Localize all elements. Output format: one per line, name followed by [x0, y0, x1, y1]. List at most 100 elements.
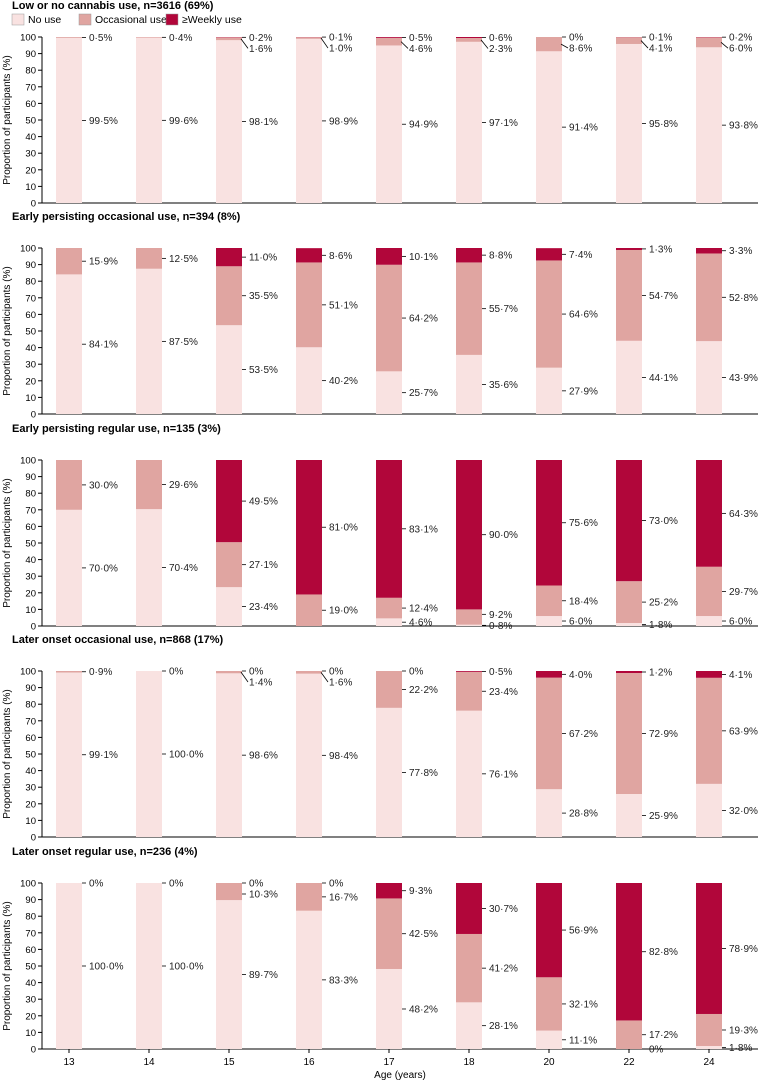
- data-label: 4·6%: [409, 618, 432, 629]
- bar-occasional: [456, 262, 482, 355]
- y-tick-label: 90: [25, 895, 36, 906]
- data-label: 90·0%: [489, 530, 518, 541]
- bar-no-use: [376, 707, 402, 837]
- bar-no-use: [456, 1002, 482, 1049]
- bar-occasional: [376, 264, 402, 372]
- bar-occasional: [216, 671, 242, 674]
- bar-weekly: [216, 460, 242, 543]
- y-tick-label: 30: [25, 783, 36, 794]
- data-label: 89·7%: [249, 970, 278, 981]
- data-label: 1·8%: [649, 620, 672, 631]
- bar-weekly: [376, 37, 402, 38]
- data-label: 52·8%: [729, 293, 758, 304]
- bar-no-use: [296, 347, 322, 414]
- y-tick-label: 80: [25, 277, 36, 288]
- data-label: 98·6%: [249, 751, 278, 762]
- bar-occasional: [616, 672, 642, 795]
- y-tick-label: 90: [25, 683, 36, 694]
- data-label: 75·6%: [569, 518, 598, 529]
- bar-no-use: [296, 673, 322, 837]
- panel-title: Low or no cannabis use, n=3616 (69%): [12, 0, 214, 12]
- data-label: 35·5%: [249, 291, 278, 302]
- y-tick-label: 70: [25, 82, 36, 93]
- y-tick-label: 30: [25, 995, 36, 1006]
- y-tick-label: 60: [25, 945, 36, 956]
- bar-no-use: [216, 673, 242, 837]
- legend: No use Occasional use ≥Weekly use: [11, 13, 242, 26]
- data-label: 78·9%: [729, 944, 758, 955]
- data-label: 0·2%: [729, 33, 752, 44]
- bar-weekly: [616, 883, 642, 1021]
- bar-no-use: [216, 325, 242, 414]
- data-label: 43·9%: [729, 373, 758, 384]
- legend-label-1: Occasional use: [95, 14, 167, 26]
- y-axis-label: Proportion of participants (%): [2, 478, 13, 608]
- bar-no-use: [216, 587, 242, 626]
- data-label: 99·5%: [89, 116, 118, 127]
- y-axis-label: Proportion of participants (%): [2, 901, 13, 1031]
- legend-swatch-0: [11, 13, 25, 26]
- data-label: 70·4%: [169, 563, 198, 574]
- data-label: 41·2%: [489, 964, 518, 975]
- bar-occasional: [216, 542, 242, 588]
- label-leader: [320, 37, 329, 49]
- data-label: 25·7%: [409, 388, 438, 399]
- y-tick-label: 40: [25, 555, 36, 566]
- bar-weekly: [696, 460, 722, 567]
- data-label: 1·4%: [249, 678, 272, 689]
- data-label: 44·1%: [649, 373, 678, 384]
- x-tick-label: 13: [63, 1057, 75, 1068]
- bar-occasional: [536, 260, 562, 368]
- x-axis-label: Age (years): [374, 1070, 426, 1081]
- data-label: 0%: [329, 667, 344, 678]
- data-label: 4·6%: [409, 44, 432, 55]
- bar-no-use: [136, 268, 162, 414]
- bar-no-use: [456, 41, 482, 204]
- bar-no-use: [536, 51, 562, 203]
- bar-weekly: [456, 248, 482, 263]
- data-label: 0·6%: [489, 33, 512, 44]
- data-label: 1·6%: [329, 678, 352, 689]
- bar-no-use: [536, 616, 562, 626]
- data-label: 0·1%: [649, 33, 672, 44]
- x-tick-label: 24: [703, 1057, 715, 1068]
- data-label: 87·5%: [169, 337, 198, 348]
- data-label: 0%: [329, 879, 344, 890]
- data-label: 42·5%: [409, 929, 438, 940]
- data-label: 6·0%: [569, 617, 592, 628]
- data-label: 0%: [649, 1045, 664, 1056]
- data-label: 4·1%: [729, 670, 752, 681]
- data-label: 35·6%: [489, 380, 518, 391]
- data-label: 19·3%: [729, 1025, 758, 1036]
- bar-no-use: [696, 341, 722, 414]
- data-label: 51·1%: [329, 300, 358, 311]
- x-axis: 13 14 15 16 17 18 20 22 24 Age (years): [63, 1049, 715, 1081]
- data-label: 3·3%: [729, 246, 752, 257]
- y-tick-label: 80: [25, 700, 36, 711]
- y-tick-label: 10: [25, 393, 36, 404]
- bar-occasional: [616, 1020, 642, 1049]
- y-tick-label: 10: [25, 182, 36, 193]
- legend-label-2: ≥Weekly use: [182, 14, 242, 26]
- y-tick-label: 60: [25, 522, 36, 533]
- bar-weekly: [456, 671, 482, 672]
- data-label: 64·6%: [569, 310, 598, 321]
- y-tick-label: 90: [25, 260, 36, 271]
- bar-no-use: [696, 783, 722, 837]
- bar-no-use: [56, 672, 82, 837]
- panel-1: Early persisting occasional use, n=394 (…: [2, 211, 758, 421]
- data-label: 56·9%: [569, 926, 598, 937]
- data-label: 81·0%: [329, 523, 358, 534]
- x-tick-label: 14: [143, 1057, 155, 1068]
- bar-no-use: [136, 883, 162, 1049]
- bar-occasional: [296, 594, 322, 626]
- data-label: 25·9%: [649, 811, 678, 822]
- data-label: 63·9%: [729, 726, 758, 737]
- panel-title: Early persisting occasional use, n=394 (…: [12, 211, 241, 223]
- y-tick-label: 60: [25, 99, 36, 110]
- panel-3: Later onset occasional use, n=868 (17%) P…: [2, 634, 758, 844]
- x-tick-label: 17: [383, 1057, 395, 1068]
- y-tick-label: 50: [25, 539, 36, 550]
- bar-occasional: [456, 671, 482, 711]
- y-tick-label: 40: [25, 766, 36, 777]
